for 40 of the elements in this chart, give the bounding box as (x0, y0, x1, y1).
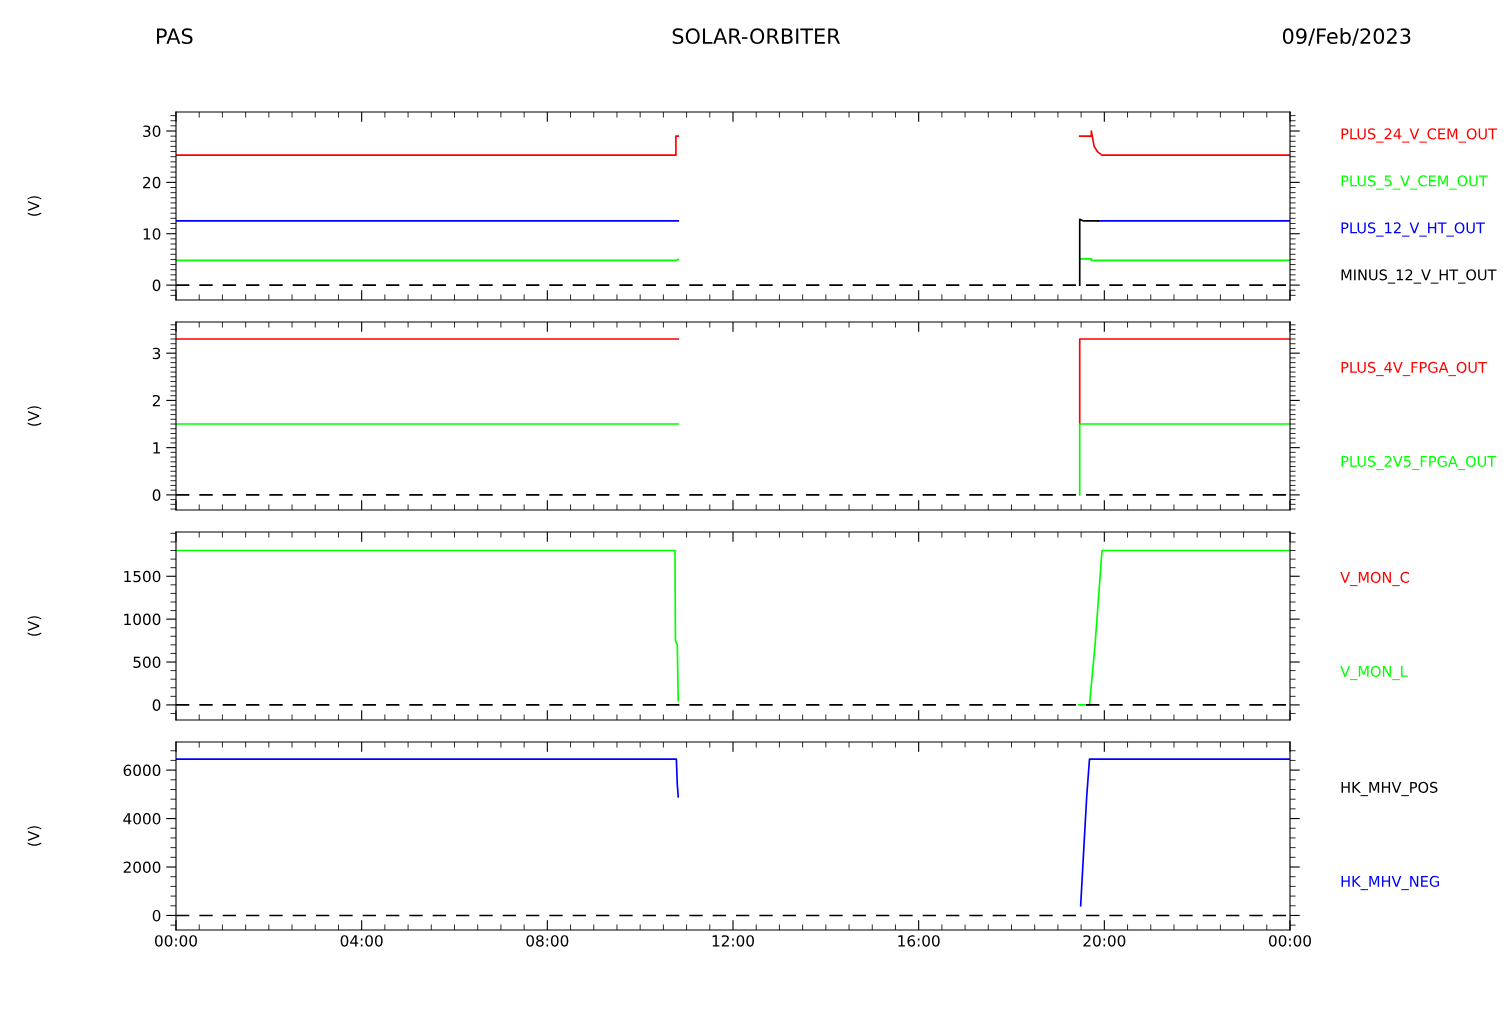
x-tick-label: 00:00 (154, 935, 197, 947)
y-tick-label: 2000 (123, 861, 161, 874)
y-tick-label: 10 (143, 228, 161, 240)
y-tick-label: 6000 (123, 764, 161, 777)
x-tick-label: 16:00 (898, 935, 940, 947)
y-tick-label: 30 (143, 125, 161, 138)
x-tick-label: 00:00 (1268, 935, 1311, 947)
y-tick-label: 3 (152, 347, 161, 360)
text: PLUS_12_V_HT_OUT (1341, 222, 1485, 237)
text: PAS (157, 28, 193, 45)
y-tick-label: 0 (152, 909, 161, 922)
text: PLUS_4V_FPGA_OUT (1341, 361, 1487, 377)
text: PLUS_5_V_CEM_OUT (1341, 175, 1488, 190)
y-axis-title: (V) (27, 196, 42, 216)
x-tick-label: 12:00 (712, 935, 754, 947)
text: PLUS_2V5_FPGA_OUT (1341, 455, 1497, 471)
y-tick-label: 0 (152, 699, 161, 711)
y-tick-label: 2 (152, 394, 160, 407)
text: 09/Feb/2023 (1282, 27, 1411, 46)
y-axis-title: (V) (27, 616, 42, 636)
legend-label: HK_MHV_POS (1341, 781, 1438, 797)
text: PLUS_24_V_CEM_OUT (1341, 128, 1498, 143)
x-tick-label: 20:00 (1083, 935, 1126, 947)
legend-label: V_MON_C (1340, 571, 1410, 587)
y-tick-label: 0 (152, 279, 161, 292)
y-tick-label: 1500 (124, 570, 161, 583)
y-tick-label: 20 (143, 176, 161, 189)
text: MINUS_12_V_HT_OUT (1341, 269, 1497, 284)
y-tick-label: 4000 (123, 813, 161, 825)
y-tick-label: 1000 (124, 613, 161, 626)
text: HK_MHV_NEG (1341, 875, 1439, 891)
y-axis-title: (V) (27, 406, 42, 426)
x-tick-label: 04:00 (340, 935, 383, 947)
y-axis-title: (V) (27, 826, 42, 846)
y-tick-label: 500 (133, 656, 161, 669)
y-tick-label: 0 (152, 489, 161, 501)
x-tick-label: 08:00 (526, 935, 569, 947)
text: V_MON_L (1340, 665, 1408, 681)
chart-title: SOLAR-ORBITER (672, 28, 841, 45)
y-tick-label: 1 (153, 442, 161, 454)
